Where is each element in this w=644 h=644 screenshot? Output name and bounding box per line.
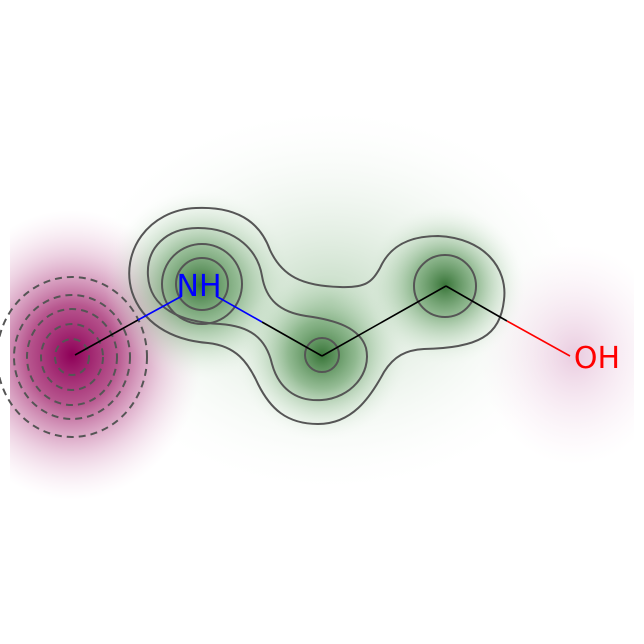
negative-contour-1 — [0, 276, 148, 438]
bond-c1-n — [74, 319, 139, 356]
positive-contour-outer — [128, 206, 506, 426]
positive-peak-c3 — [365, 205, 525, 365]
positive-contours — [128, 206, 506, 426]
positive-contour-c3-inner — [413, 254, 477, 318]
bond-n-c2 — [261, 321, 323, 357]
bond-c3-o — [445, 285, 508, 322]
bond-c2-c3 — [321, 285, 447, 357]
bond-c3-o-hetero — [506, 320, 571, 357]
negative-contours — [0, 276, 148, 438]
bond-c1-n-hetero — [137, 295, 183, 321]
positive-contour-mid — [146, 226, 368, 402]
negative-contour-3 — [26, 308, 118, 406]
negative-contour-5 — [54, 338, 90, 376]
negative-contour-2 — [13, 294, 131, 420]
atom-label-oh: OH — [574, 341, 620, 376]
bonds — [74, 285, 571, 357]
positive-contour-c2-inner — [304, 337, 340, 373]
positive-contour-n-inner — [161, 243, 243, 325]
bond-n-c2-hetero — [215, 295, 263, 323]
positive-peak-c2 — [237, 270, 407, 440]
atom-label-nh: NH — [177, 269, 222, 304]
negative-contour-4 — [40, 323, 104, 391]
positive-contour-n-core — [175, 257, 229, 311]
